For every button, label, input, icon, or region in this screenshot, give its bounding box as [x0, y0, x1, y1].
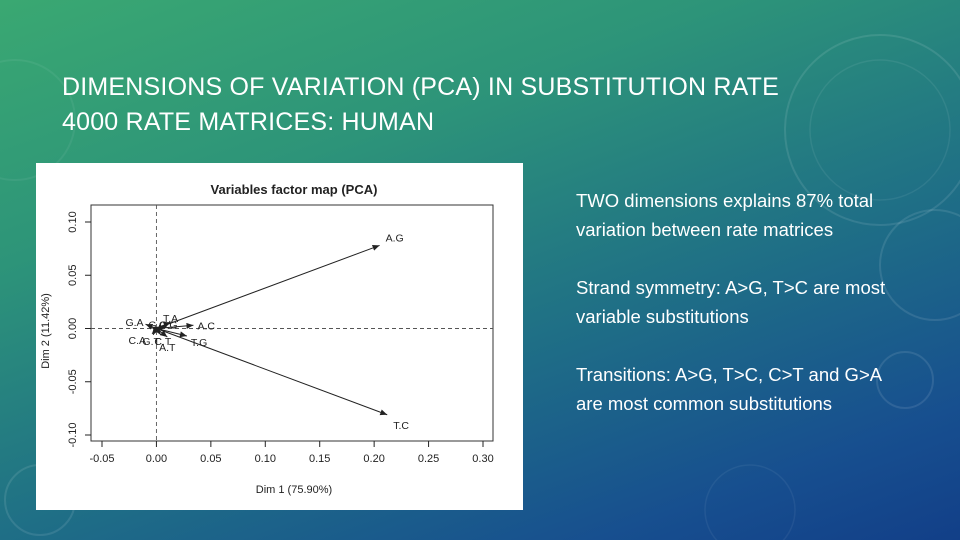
pca-factor-map: Variables factor map (PCA) Dim 1 (75.90%… — [40, 182, 494, 496]
vector-label: G.A — [125, 317, 143, 329]
vector-arrow-t-c — [156, 328, 388, 416]
title-line-2: 4000 RATE MATRICES: HUMAN — [62, 108, 435, 136]
vector-label: A.C — [197, 320, 215, 332]
y-tick-label: 0.10 — [67, 211, 79, 232]
vector-label: A.G — [386, 232, 404, 244]
x-tick-label: 0.20 — [363, 453, 384, 465]
chart-title: Variables factor map (PCA) — [211, 182, 378, 197]
plot-frame — [90, 204, 494, 442]
vector-label: C.G — [159, 319, 178, 331]
x-axis-label: Dim 1 (75.90%) — [256, 484, 332, 496]
vector-arrow-a-g — [156, 244, 380, 329]
vector-label: G.T — [142, 336, 160, 348]
x-tick-label: 0.05 — [200, 453, 221, 465]
vector-label: T.A — [163, 313, 178, 325]
x-tick-label: 0.10 — [255, 453, 276, 465]
vector-label: C.T — [154, 336, 172, 348]
x-tick-label: -0.05 — [89, 453, 114, 465]
vector-label: C.A — [129, 335, 147, 347]
pca-chart-panel: Variables factor map (PCA) Dim 1 (75.90%… — [36, 163, 523, 510]
vector-label: T.G — [191, 337, 207, 349]
title-line-1: DIMENSIONS OF VARIATION (PCA) IN SUBSTIT… — [62, 73, 779, 101]
bullet-item: TWO dimensions explains 87% total variat… — [576, 190, 874, 240]
x-tick-label: 0.25 — [418, 453, 439, 465]
slide-title: DIMENSIONS OF VARIATION (PCA) IN SUBSTIT… — [62, 70, 862, 140]
bullet-item: Transitions: A>G, T>C, C>T and G>A are m… — [576, 364, 882, 414]
vector-label: A.T — [159, 342, 176, 354]
y-axis-label: Dim 2 (11.42%) — [40, 293, 52, 369]
x-tick-label: 0.15 — [309, 453, 330, 465]
y-tick-label: -0.05 — [67, 369, 79, 394]
bullet-list: TWO dimensions explains 87% total variat… — [576, 186, 906, 447]
vector-arrow-a-t — [156, 328, 168, 338]
y-tick-label: 0.05 — [67, 265, 79, 286]
vector-label: T.C — [393, 420, 409, 432]
y-tick-label: -0.10 — [67, 422, 79, 447]
bullet-item: Strand symmetry: A>G, T>C are most varia… — [576, 277, 886, 327]
x-tick-label: 0.00 — [146, 453, 167, 465]
y-tick-label: 0.00 — [67, 318, 79, 339]
x-tick-label: 0.30 — [472, 453, 493, 465]
